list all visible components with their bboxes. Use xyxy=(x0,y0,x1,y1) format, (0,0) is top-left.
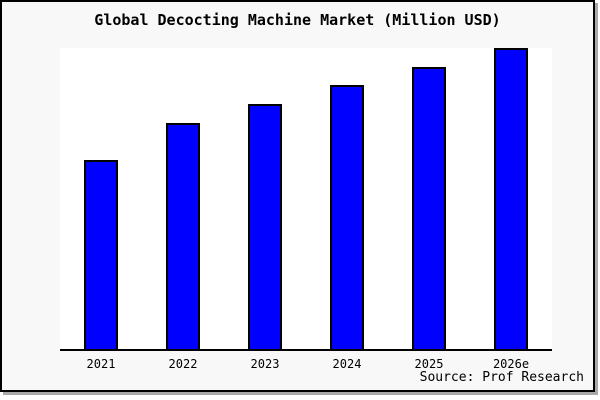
bar-2026e xyxy=(494,48,528,349)
x-tick-label-2022: 2022 xyxy=(168,357,198,371)
bar-2023 xyxy=(248,104,282,349)
x-axis-labels: 2021 2022 2023 2024 2025 2026e xyxy=(60,356,552,372)
plot-area xyxy=(60,48,552,351)
x-tick-label-2021: 2021 xyxy=(86,357,116,371)
chart-title: Global Decocting Machine Market (Million… xyxy=(94,11,501,29)
x-tick-label-2024: 2024 xyxy=(332,357,362,371)
bar-2021 xyxy=(84,160,118,349)
chart-frame: Global Decocting Machine Market (Million… xyxy=(0,0,595,392)
x-tick-label-2025: 2025 xyxy=(414,357,444,371)
bar-2022 xyxy=(166,123,200,349)
x-tick-label-2026e: 2026e xyxy=(492,357,530,371)
source-note: Source: Prof Research xyxy=(419,370,584,385)
bar-2025 xyxy=(412,67,446,349)
bar-2024 xyxy=(330,85,364,349)
x-tick-label-2023: 2023 xyxy=(250,357,280,371)
